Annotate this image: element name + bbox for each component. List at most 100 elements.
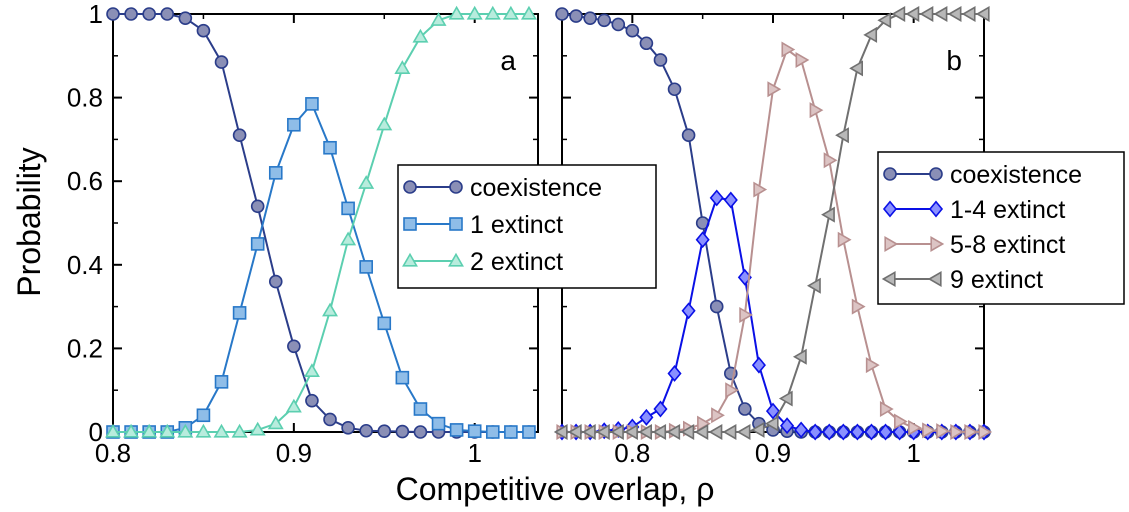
data-point (123, 423, 140, 438)
legend-label: 1 extinct (470, 211, 563, 239)
data-point (196, 23, 211, 38)
data-point (667, 82, 682, 97)
x-tick-label: 0.8 (614, 438, 650, 468)
y-tick-label: 1 (89, 0, 103, 29)
data-point (250, 199, 265, 214)
data-point (694, 424, 709, 440)
data-point (836, 423, 851, 441)
data-point (232, 128, 247, 143)
data-point (878, 423, 893, 441)
data-point (624, 424, 638, 440)
data-point (359, 423, 373, 438)
data-point (667, 365, 682, 382)
legend-label: 9 extinct (950, 266, 1043, 294)
data-point (822, 423, 837, 441)
legend-marker (927, 271, 942, 287)
data-point (751, 356, 766, 374)
data-point (597, 13, 612, 28)
panel-a: 0.8 0.9 1 0 0.2 0.4 0.6 0.8 1 a (67, 0, 539, 468)
data-point (196, 408, 211, 423)
data-point (250, 237, 265, 251)
data-point (765, 402, 781, 420)
data-point (639, 36, 654, 51)
y-tick-label: 0.6 (67, 166, 103, 196)
x-tick-label: 1 (906, 438, 920, 468)
data-point (736, 424, 751, 440)
data-point (708, 424, 723, 440)
legend-marker (883, 167, 897, 181)
legend-marker (449, 180, 463, 194)
data-point (268, 274, 283, 289)
data-point (305, 97, 319, 111)
data-point (268, 166, 283, 180)
data-point (893, 413, 908, 430)
data-point (502, 5, 519, 20)
data-point (395, 370, 410, 385)
data-point (795, 51, 810, 68)
data-point (666, 424, 681, 440)
data-point (413, 402, 428, 416)
data-point (249, 421, 266, 436)
data-point (709, 189, 724, 207)
data-point (484, 5, 501, 20)
legend-marker (402, 252, 418, 267)
data-point (159, 423, 176, 438)
data-point (905, 6, 920, 22)
data-point (466, 5, 483, 20)
data-point (865, 357, 880, 374)
data-point (178, 11, 193, 25)
data-point (725, 382, 739, 399)
data-point (141, 423, 158, 438)
data-point (305, 393, 319, 408)
data-point (653, 53, 668, 67)
data-point (322, 302, 339, 317)
data-point (681, 128, 696, 143)
panel-letter: a (500, 45, 516, 76)
data-point (950, 424, 965, 440)
data-point (794, 421, 809, 439)
data-point (124, 7, 138, 21)
data-point (394, 60, 411, 74)
legend-marker (928, 200, 944, 218)
data-point (711, 407, 725, 424)
data-point (522, 425, 536, 439)
x-tick-label: 0.9 (276, 438, 312, 468)
x-axis-label: Competitive overlap, ρ (396, 471, 715, 507)
data-point (610, 424, 624, 440)
data-point (377, 316, 392, 331)
y-axis-label: Probability (11, 147, 47, 296)
series-2-extinct (105, 5, 537, 438)
y-tick-label: 0.4 (67, 250, 103, 280)
data-point (849, 60, 864, 77)
data-point (555, 7, 569, 21)
data-point (341, 201, 355, 216)
data-point (376, 116, 393, 131)
data-point (596, 424, 610, 440)
data-point (485, 425, 500, 439)
data-point (764, 415, 779, 432)
data-point (303, 363, 320, 377)
data-point (835, 127, 849, 144)
data-point (639, 408, 654, 426)
data-point (792, 348, 807, 365)
y-tick-label: 0.2 (67, 333, 103, 363)
x-tick-label: 0.8 (95, 438, 131, 468)
data-point (947, 6, 962, 22)
data-point (214, 375, 229, 389)
data-point (978, 424, 993, 440)
legend-label: 2 extinct (470, 248, 563, 276)
data-point (681, 302, 696, 320)
data-point (520, 5, 537, 20)
data-point (195, 423, 212, 438)
data-point (611, 17, 626, 32)
data-point (723, 191, 738, 209)
data-point (961, 6, 976, 22)
data-point (377, 424, 392, 438)
y-tick-label: 0 (89, 417, 103, 447)
data-point (653, 400, 668, 418)
data-point (837, 231, 852, 248)
legend-marker (448, 252, 464, 267)
data-point (213, 423, 230, 438)
data-point (142, 7, 156, 21)
